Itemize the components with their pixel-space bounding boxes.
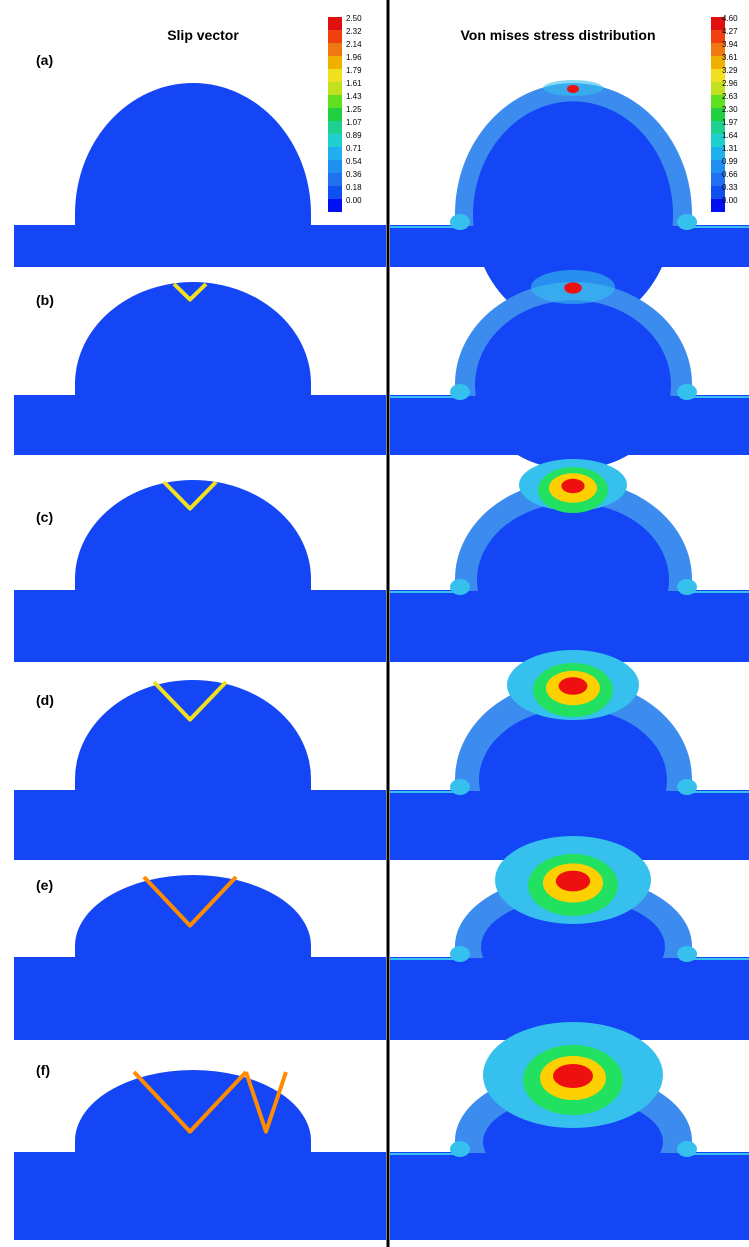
legend-swatch [328,17,342,30]
legend-label: 1.31 [722,144,738,153]
stress-peak [564,282,582,293]
legend-swatch [328,186,342,199]
panel-label: (b) [36,292,54,308]
legend-label: 1.61 [346,79,362,88]
legend-label: 2.14 [346,40,362,49]
substrate [14,1152,386,1240]
legend-label: 2.63 [722,92,738,101]
panel-label: (e) [36,877,53,893]
legend-swatch [328,173,342,186]
legend-label: 0.00 [346,196,362,205]
substrate [14,395,386,455]
legend-label: 4.60 [722,14,738,23]
legend-swatch [328,43,342,56]
legend-label: 1.79 [346,66,362,75]
stress-peak [567,85,579,93]
substrate [14,957,386,1040]
dome [75,480,311,591]
legend-label: 2.32 [346,27,362,36]
legend-label: 3.29 [722,66,738,75]
figure: Slip vector Von mises stress distributio… [0,0,749,1247]
legend-swatch [328,199,342,212]
column-title: Von mises stress distribution [460,27,655,43]
legend-label: 0.89 [346,131,362,140]
legend-label: 3.94 [722,40,738,49]
legend-swatch [328,56,342,69]
legend-label: 1.96 [346,53,362,62]
legend-swatch [328,160,342,173]
legend-swatch [328,121,342,134]
legend-label: 1.43 [346,92,362,101]
stress-peak [553,1064,593,1088]
legend-label: 1.97 [722,118,738,127]
dome [75,1070,311,1153]
legend-label: 2.96 [722,79,738,88]
substrate [14,225,386,267]
legend-swatch [328,82,342,95]
legend-label: 4.27 [722,27,738,36]
legend-label: 0.00 [722,196,738,205]
legend-label: 1.64 [722,131,738,140]
legend-label: 0.66 [722,170,738,179]
dome [75,875,311,958]
legend-label: 0.54 [346,157,362,166]
legend-swatch [328,69,342,82]
substrate [14,590,386,662]
stress-zone [479,709,667,852]
legend-label: 2.50 [346,14,362,23]
panel-label: (c) [36,509,53,525]
legend-label: 0.18 [346,183,362,192]
stress-peak [559,677,588,695]
dome [75,83,311,226]
stress-zone [475,300,671,470]
substrate [14,790,386,860]
legend-swatch [328,147,342,160]
panel-label: (a) [36,52,53,68]
legend-label: 0.33 [722,183,738,192]
legend-label: 0.36 [346,170,362,179]
legend-swatch [328,134,342,147]
legend-swatch [328,30,342,43]
legend-label: 3.61 [722,53,738,62]
column-title: Slip vector [167,27,239,43]
legend-label: 0.99 [722,157,738,166]
legend-label: 1.25 [346,105,362,114]
stress-zone [477,503,669,657]
legend-swatch [328,108,342,121]
panel-label: (f) [36,1062,50,1078]
legend-label: 2.30 [722,105,738,114]
legend-swatch [328,95,342,108]
panel-label: (d) [36,692,54,708]
legend-label: 0.71 [346,144,362,153]
dome [75,680,311,791]
stress-peak [561,479,584,493]
legend-label: 1.07 [346,118,362,127]
stress-peak [556,871,590,892]
